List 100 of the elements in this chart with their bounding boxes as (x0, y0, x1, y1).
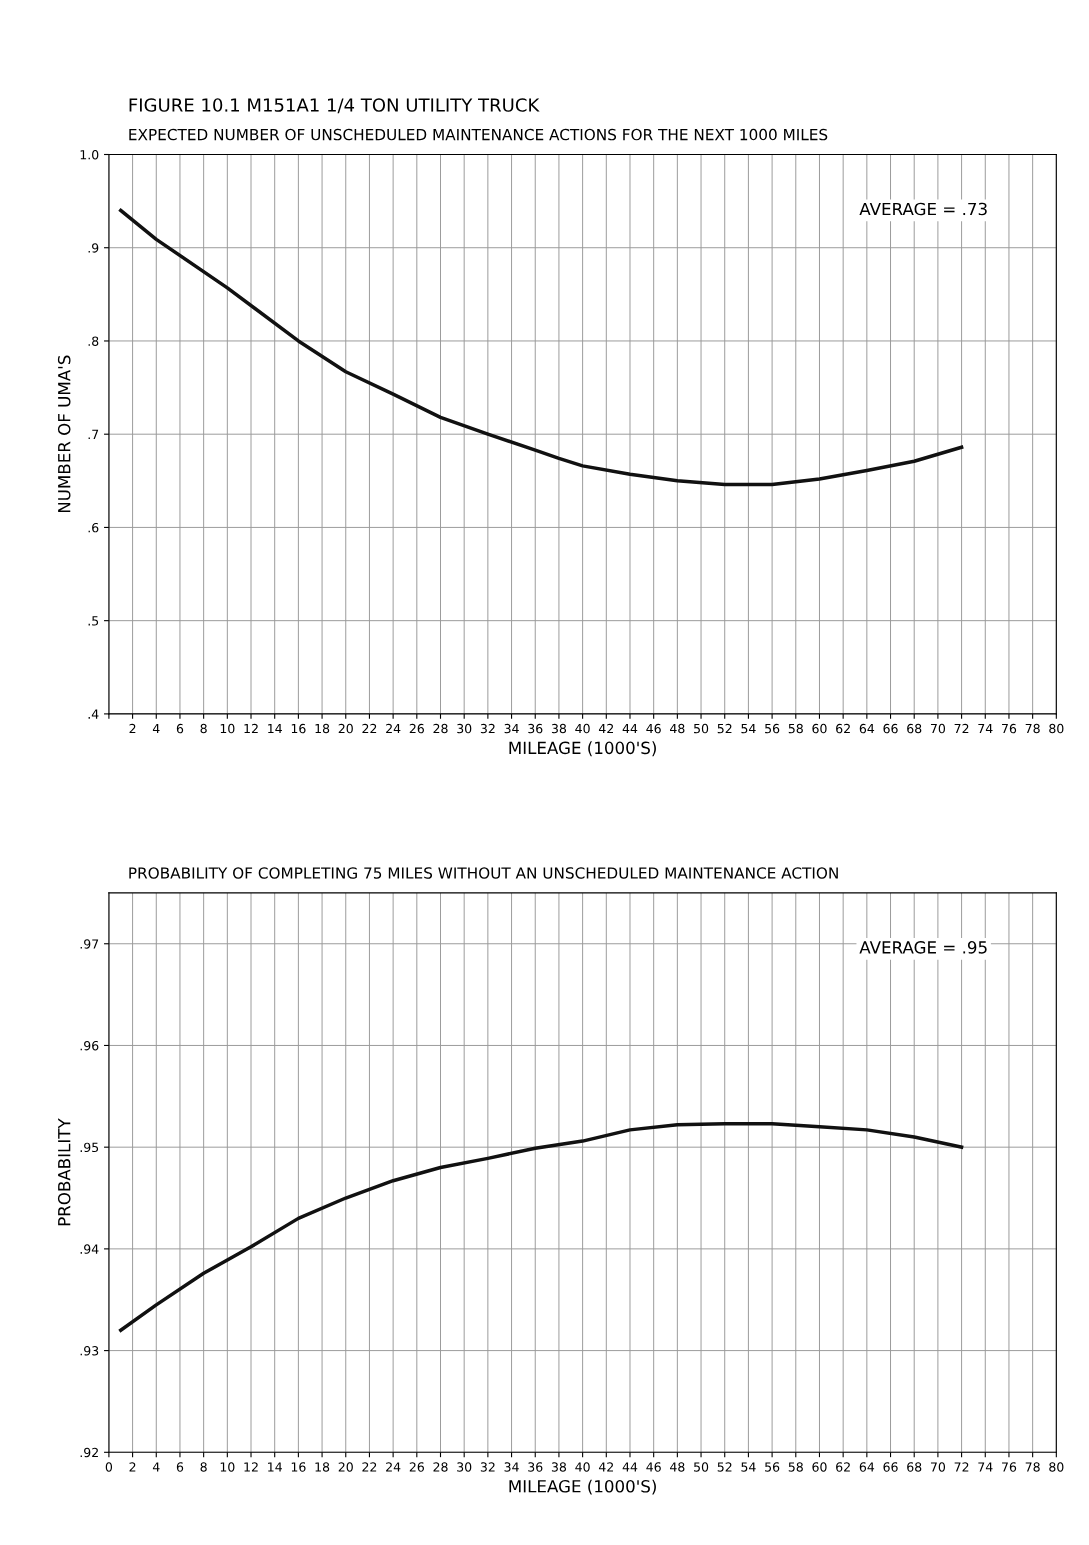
x-tick-label: 10 (220, 723, 235, 734)
x-tick-label: 72 (954, 723, 969, 734)
annotation: AVERAGE = .95 (859, 941, 987, 954)
x-tick-label: 6 (176, 1462, 184, 1472)
x-tick-label: 12 (244, 723, 258, 734)
x-tick-label: 26 (409, 1462, 424, 1472)
x-tick-label: 18 (315, 723, 330, 734)
x-tick-label: 40 (575, 723, 590, 734)
x-tick-label: 56 (765, 723, 780, 734)
y-tick-label: .96 (80, 1040, 99, 1051)
chart-title: FIGURE 10.1 M151A1 1/4 TON UTILITY TRUCK (129, 98, 540, 114)
x-tick-label: 38 (551, 723, 567, 734)
x-tick-label: 46 (646, 723, 661, 734)
x-tick-label: 4 (152, 1462, 160, 1472)
x-axis-title: MILEAGE (1000'S) (509, 741, 656, 757)
y-tick-label: .7 (88, 429, 99, 439)
x-tick-label: 36 (528, 723, 543, 734)
chart-title: PROBABILITY OF COMPLETING 75 MILES WITHOUT AN UNSCHEDULED MAINTENANCE ACTION (129, 867, 838, 879)
x-tick-label: 62 (836, 723, 850, 734)
x-tick-label: 42 (598, 1462, 613, 1472)
x-tick-label: 8 (200, 723, 207, 734)
x-tick-label: 14 (268, 724, 282, 734)
x-tick-label: 6 (176, 723, 184, 734)
x-tick-label: 32 (480, 723, 495, 734)
x-axis-title: MILEAGE (1000'S) (509, 1479, 656, 1495)
x-tick-label: 74 (978, 1462, 993, 1472)
x-tick-label: 76 (1002, 1462, 1017, 1472)
y-tick-label: .93 (80, 1346, 99, 1356)
x-tick-label: 52 (717, 1462, 732, 1472)
x-tick-label: 28 (433, 1462, 448, 1472)
x-tick-label: 52 (717, 723, 732, 734)
x-tick-label: 14 (268, 1462, 282, 1472)
x-tick-label: 48 (670, 1462, 685, 1472)
y-tick-label: .95 (80, 1142, 99, 1153)
x-tick-label: 2 (129, 1462, 136, 1472)
x-tick-label: 16 (291, 723, 306, 734)
x-tick-label: 12 (244, 1462, 258, 1472)
x-tick-label: 2 (129, 723, 136, 734)
x-tick-label: 10 (220, 1462, 235, 1472)
x-tick-label: 50 (694, 723, 709, 734)
x-tick-label: 18 (315, 1462, 330, 1472)
y-tick-label: .97 (80, 939, 99, 949)
y-tick-label: .6 (88, 522, 99, 533)
x-tick-label: 62 (836, 1462, 850, 1472)
x-tick-label: 80 (1049, 723, 1064, 734)
x-tick-label: 54 (741, 1462, 756, 1472)
x-tick-label: 78 (1025, 1462, 1040, 1472)
y-tick-label: .94 (80, 1244, 99, 1254)
x-tick-label: 68 (907, 1462, 922, 1472)
x-tick-label: 46 (646, 1462, 661, 1472)
x-tick-label: 76 (1002, 723, 1017, 734)
x-tick-label: 44 (622, 1462, 638, 1472)
x-tick-label: 50 (694, 1462, 709, 1472)
x-tick-label: 54 (741, 724, 756, 734)
x-tick-label: 30 (457, 1462, 472, 1472)
y-tick-label: .9 (88, 243, 99, 253)
x-tick-label: 64 (859, 723, 875, 734)
x-tick-label: 66 (883, 723, 898, 734)
x-tick-label: 34 (504, 1462, 519, 1472)
x-tick-label: 74 (978, 724, 993, 734)
y-tick-label: .5 (88, 616, 99, 626)
x-tick-label: 40 (575, 1462, 590, 1472)
x-tick-label: 34 (504, 723, 519, 734)
x-tick-label: 44 (622, 724, 638, 734)
x-tick-label: 22 (362, 723, 377, 734)
chart-subtitle: EXPECTED NUMBER OF UNSCHEDULED MAINTENANCE ACTIONS FOR THE NEXT 1000 MILES (129, 128, 828, 141)
x-tick-label: 32 (480, 1462, 495, 1472)
x-tick-label: 24 (386, 723, 401, 734)
y-tick-label: .8 (88, 336, 99, 346)
x-tick-label: 42 (598, 723, 613, 734)
x-tick-label: 68 (907, 723, 922, 734)
x-tick-label: 70 (930, 1462, 946, 1472)
x-tick-label: 58 (788, 723, 803, 734)
x-tick-label: 20 (338, 1462, 353, 1472)
x-tick-label: 48 (670, 723, 685, 734)
x-tick-label: 60 (812, 1462, 827, 1472)
y-tick-label: .4 (88, 709, 99, 719)
x-tick-label: 36 (528, 1462, 543, 1472)
x-tick-label: 28 (433, 723, 448, 734)
x-tick-label: 8 (200, 1462, 207, 1472)
y-axis-title: NUMBER OF UMA'S (57, 355, 71, 513)
x-tick-label: 60 (812, 723, 827, 734)
x-tick-label: 20 (338, 723, 353, 734)
x-tick-label: 24 (386, 1462, 401, 1472)
y-tick-label: .92 (80, 1447, 98, 1458)
x-tick-label: 64 (859, 1462, 875, 1472)
y-tick-label: 1.0 (80, 149, 99, 160)
x-tick-label: 58 (788, 1462, 803, 1472)
x-tick-label: 30 (457, 723, 472, 734)
x-tick-label: 72 (954, 1462, 969, 1472)
x-tick-label: 66 (883, 1462, 898, 1472)
x-tick-label: 22 (362, 1462, 377, 1472)
line-series (119, 1122, 964, 1332)
x-tick-label: 0 (105, 1462, 113, 1472)
annotation: AVERAGE = .73 (859, 202, 987, 216)
x-tick-label: 80 (1049, 1462, 1064, 1472)
x-tick-label: 70 (930, 723, 946, 734)
x-tick-label: 56 (765, 1462, 780, 1472)
x-tick-label: 4 (152, 724, 160, 734)
x-tick-label: 78 (1025, 723, 1040, 734)
